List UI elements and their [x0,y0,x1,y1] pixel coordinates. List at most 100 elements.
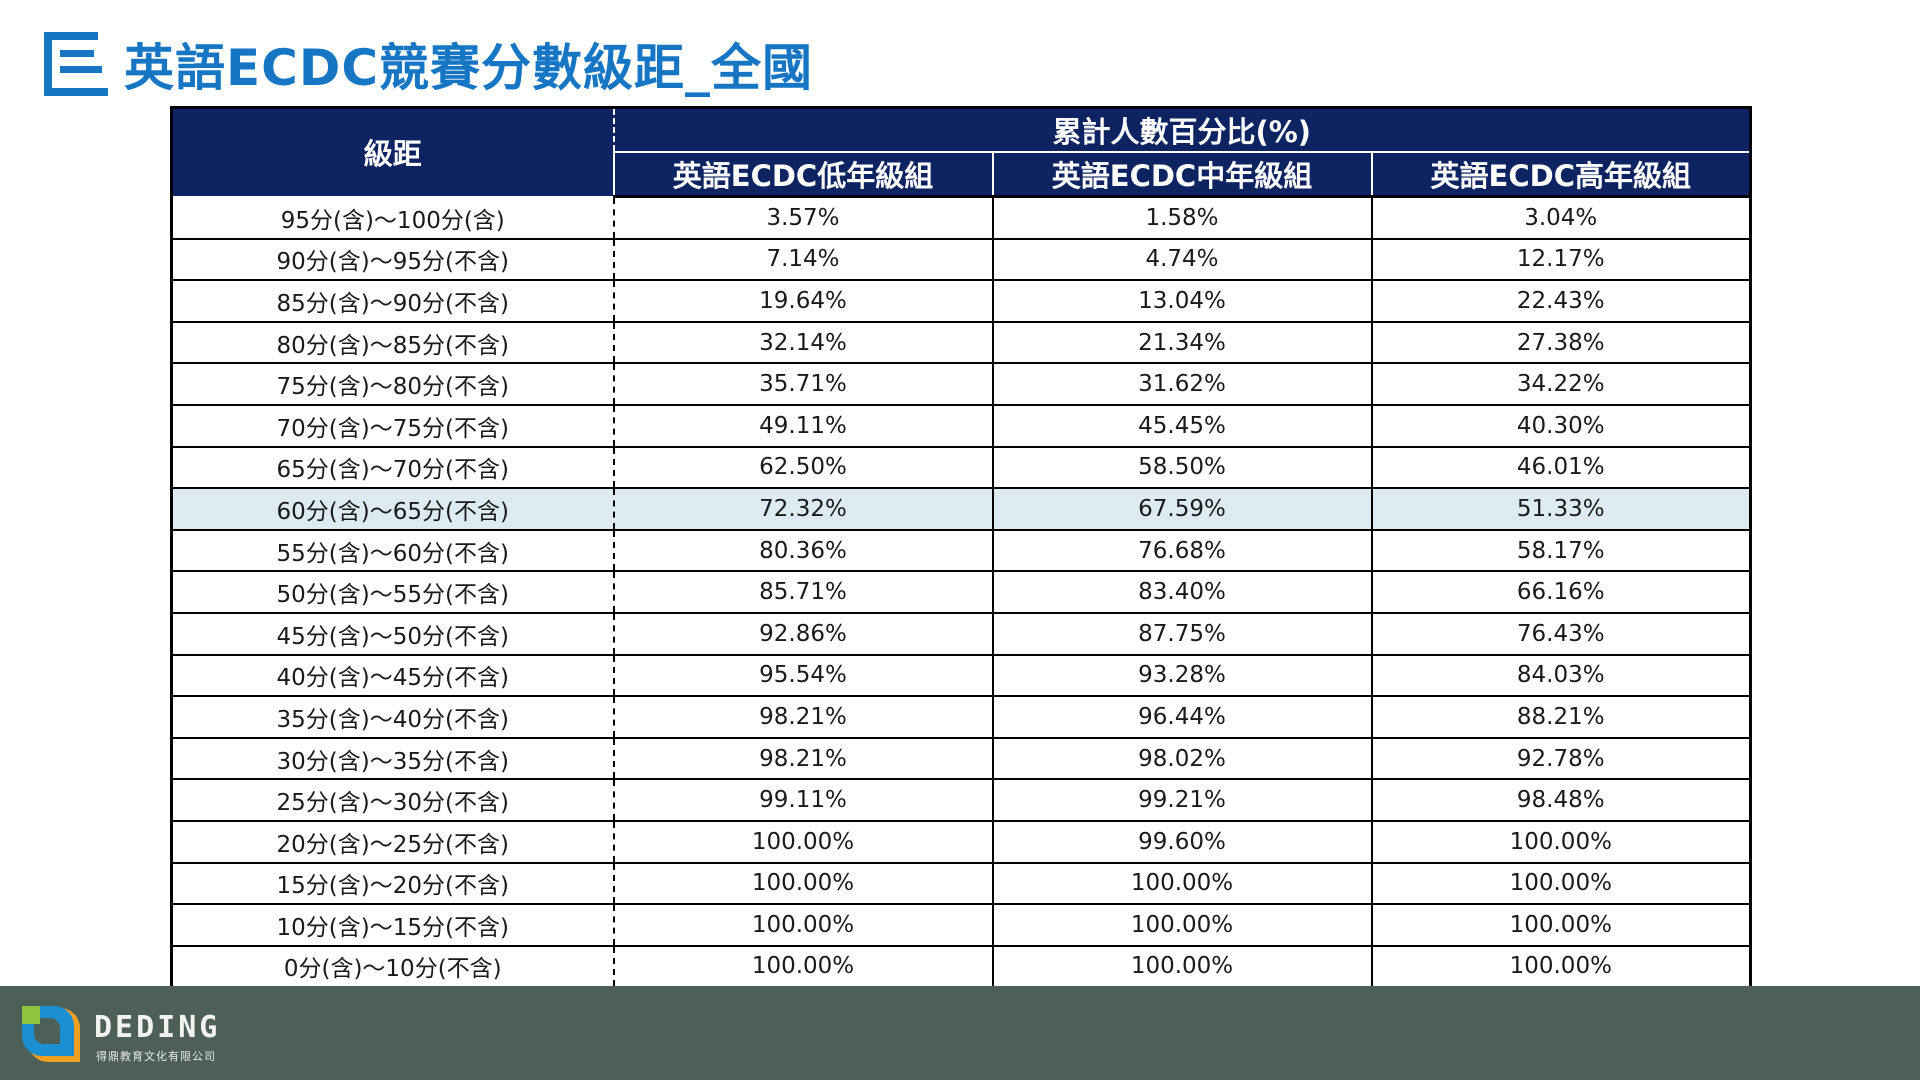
percent-cell: 46.01% [1370,446,1751,490]
percent-cell: 88.21% [1370,696,1751,739]
percent-cell: 7.14% [613,238,993,282]
range-cell: 85分(含)～90分(不含) [171,280,615,323]
percent-cell: 100.00% [991,862,1372,906]
percent-cell: 27.38% [1370,321,1751,365]
percent-cell: 35.71% [613,363,993,406]
percent-cell: 96.44% [991,696,1372,739]
data-table: 級距 累計人數百分比(%) 英語ECDC低年級組 英語ECDC中年級組 英語EC… [170,106,1753,990]
percent-cell: 40.30% [1370,404,1751,448]
percent-cell: 31.62% [991,363,1372,406]
percent-cell: 100.00% [613,820,993,864]
percent-cell: 76.68% [991,529,1372,573]
column-header-lower-grade: 英語ECDC低年級組 [612,152,993,198]
percent-cell: 92.86% [613,612,993,656]
percent-cell: 49.11% [613,404,993,448]
range-cell: 75分(含)～80分(不含) [171,363,615,406]
percent-cell: 98.48% [1370,779,1751,822]
table-row: 95分(含)～100分(含) 3.57% 1.58% 3.04% [171,196,1751,240]
percent-cell: 100.00% [1370,862,1751,906]
range-column-header: 級距 [171,107,615,198]
percent-cell: 98.21% [613,737,993,781]
score-distribution-table: 級距 累計人數百分比(%) 英語ECDC低年級組 英語ECDC中年級組 英語EC… [170,106,1753,990]
percent-cell: 19.64% [613,280,993,323]
range-cell: 95分(含)～100分(含) [171,196,615,240]
percent-cell: 34.22% [1370,363,1751,406]
range-cell: 50分(含)～55分(不含) [171,571,615,614]
footer: DEDING 得鼎教育文化有限公司 [0,986,1920,1080]
percent-cell: 13.04% [991,280,1372,323]
table-row: 65分(含)～70分(不含) 62.50% 58.50% 46.01% [171,446,1751,490]
percent-cell: 100.00% [991,904,1372,947]
range-cell: 70分(含)～75分(不含) [171,404,615,448]
range-cell: 0分(含)～10分(不含) [171,945,615,988]
table-row: 40分(含)～45分(不含) 95.54% 93.28% 84.03% [171,654,1751,698]
percent-cell: 3.04% [1370,196,1751,240]
percent-cell: 99.60% [991,820,1372,864]
table-row: 35分(含)～40分(不含) 98.21% 96.44% 88.21% [171,696,1751,739]
range-cell: 80分(含)～85分(不含) [171,321,615,365]
cumulative-percent-header: 累計人數百分比(%) [612,107,1751,153]
deding-logo-icon [22,1006,80,1062]
percent-cell: 100.00% [991,945,1372,988]
percent-cell: 83.40% [991,571,1372,614]
percent-cell: 58.17% [1370,529,1751,573]
range-cell: 20分(含)～25分(不含) [171,820,615,864]
table-row: 10分(含)～15分(不含) 100.00% 100.00% 100.00% [171,904,1751,947]
table-row: 20分(含)～25分(不含) 100.00% 99.60% 100.00% [171,820,1751,864]
table-row: 50分(含)～55分(不含) 85.71% 83.40% 66.16% [171,571,1751,614]
percent-cell: 92.78% [1370,737,1751,781]
percent-cell: 4.74% [991,238,1372,282]
percent-cell: 22.43% [1370,280,1751,323]
range-cell: 35分(含)～40分(不含) [171,696,615,739]
column-header-upper-grade: 英語ECDC高年級組 [1370,152,1751,198]
range-cell: 25分(含)～30分(不含) [171,779,615,822]
table-row: 55分(含)～60分(不含) 80.36% 76.68% 58.17% [171,529,1751,573]
range-cell: 60分(含)～65分(不含) [171,488,615,531]
percent-cell: 100.00% [613,904,993,947]
range-cell: 40分(含)～45分(不含) [171,654,615,698]
range-cell: 30分(含)～35分(不含) [171,737,615,781]
percent-cell: 98.21% [613,696,993,739]
percent-cell: 98.02% [991,737,1372,781]
percent-cell: 51.33% [1370,488,1751,531]
percent-cell: 76.43% [1370,612,1751,656]
range-cell: 45分(含)～50分(不含) [171,612,615,656]
brand-name: DEDING [94,1010,221,1045]
percent-cell: 87.75% [991,612,1372,656]
percent-cell: 62.50% [613,446,993,490]
table-row: 30分(含)～35分(不含) 98.21% 98.02% 92.78% [171,737,1751,781]
percent-cell: 100.00% [613,862,993,906]
table-row: 85分(含)～90分(不含) 19.64% 13.04% 22.43% [171,280,1751,323]
percent-cell: 93.28% [991,654,1372,698]
table-row: 75分(含)～80分(不含) 35.71% 31.62% 34.22% [171,363,1751,406]
brand-subtitle: 得鼎教育文化有限公司 [96,1050,216,1063]
percent-cell: 21.34% [991,321,1372,365]
table-row: 15分(含)～20分(不含) 100.00% 100.00% 100.00% [171,862,1751,906]
percent-cell: 45.45% [991,404,1372,448]
percent-cell: 100.00% [1370,820,1751,864]
percent-cell: 58.50% [991,446,1372,490]
table-header: 級距 累計人數百分比(%) 英語ECDC低年級組 英語ECDC中年級組 英語EC… [171,107,1751,198]
table-row: 60分(含)～65分(不含) 72.32% 67.59% 51.33% [171,488,1751,531]
percent-cell: 84.03% [1370,654,1751,698]
column-header-middle-grade: 英語ECDC中年級組 [991,152,1372,198]
percent-cell: 95.54% [613,654,993,698]
table-row: 25分(含)～30分(不含) 99.11% 99.21% 98.48% [171,779,1751,822]
table-row: 70分(含)～75分(不含) 49.11% 45.45% 40.30% [171,404,1751,448]
range-cell: 65分(含)～70分(不含) [171,446,615,490]
table-row: 0分(含)～10分(不含) 100.00% 100.00% 100.00% [171,945,1751,988]
percent-cell: 80.36% [613,529,993,573]
percent-cell: 99.21% [991,779,1372,822]
percent-cell: 100.00% [1370,945,1751,988]
percent-cell: 99.11% [613,779,993,822]
percent-cell: 32.14% [613,321,993,365]
range-cell: 15分(含)～20分(不含) [171,862,615,906]
title-bar: 英語ECDC競賽分數級距_全國 [42,28,813,100]
percent-cell: 12.17% [1370,238,1751,282]
percent-cell: 67.59% [991,488,1372,531]
table-body: 95分(含)～100分(含) 3.57% 1.58% 3.04% 90分(含)～95分(… [171,196,1751,988]
range-cell: 10分(含)～15分(不含) [171,904,615,947]
percent-cell: 100.00% [1370,904,1751,947]
percent-cell: 1.58% [991,196,1372,240]
table-row: 90分(含)～95分(不含) 7.14% 4.74% 12.17% [171,238,1751,282]
